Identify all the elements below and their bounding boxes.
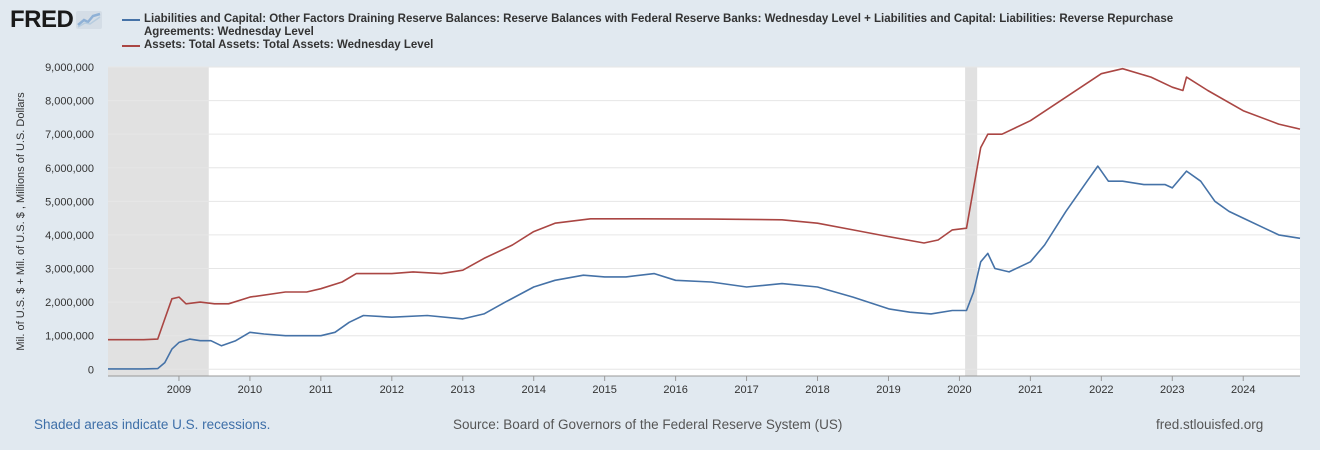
series-line-reserves — [108, 165, 1301, 370]
logo-text: FRED — [10, 6, 74, 33]
x-tick-label: 2009 — [167, 384, 191, 396]
source-note: Source: Board of Governors of the Federa… — [453, 417, 843, 432]
x-tick-label: 2021 — [1018, 384, 1042, 396]
legend-item-reserves[interactable]: Liabilities and Capital: Other Factors D… — [120, 13, 1240, 39]
x-tick-label: 2024 — [1231, 384, 1255, 396]
x-tick-label: 2017 — [734, 384, 758, 396]
y-tick-label: 6,000,000 — [45, 163, 94, 175]
legend-item-total-assets[interactable]: Assets: Total Assets: Total Assets: Wedn… — [120, 39, 1240, 52]
legend-swatch-reserves — [122, 19, 140, 21]
x-tick-label: 2016 — [663, 384, 687, 396]
y-tick-label: 9,000,000 — [45, 62, 94, 74]
legend-label-reserves: Liabilities and Capital: Other Factors D… — [144, 13, 1174, 38]
recession-band-1 — [965, 67, 978, 376]
x-tick-label: 2019 — [876, 384, 900, 396]
y-tick-label: 2,000,000 — [45, 297, 94, 309]
y-tick-label: 3,000,000 — [45, 264, 94, 276]
plot-background — [108, 67, 1300, 376]
x-tick-label: 2020 — [947, 384, 971, 396]
x-tick-label: 2012 — [380, 384, 404, 396]
x-tick-label: 2011 — [309, 384, 333, 396]
recession-band-0 — [108, 67, 209, 376]
x-tick-label: 2015 — [592, 384, 616, 396]
chart-line-icon — [76, 11, 103, 29]
y-tick-label: 8,000,000 — [45, 96, 94, 108]
x-tick-label: 2014 — [521, 384, 545, 396]
legend-label-total-assets: Assets: Total Assets: Total Assets: Wedn… — [144, 39, 434, 51]
x-tick-label: 2018 — [805, 384, 829, 396]
x-tick-label: 2023 — [1160, 384, 1184, 396]
fred-logo[interactable]: FRED — [10, 6, 103, 34]
chart-legend: Liabilities and Capital: Other Factors D… — [120, 13, 1240, 52]
x-tick-label: 2013 — [451, 384, 475, 396]
recession-note: Shaded areas indicate U.S. recessions. — [34, 417, 271, 432]
series-line-total-assets — [108, 67, 1301, 341]
chart-area: 0 1,000,000 2,000,000 3,000,000 4,000,000 5,0… — [15, 62, 1301, 396]
y-tick-label: 7,000,000 — [45, 129, 94, 141]
legend-swatch-total-assets — [122, 45, 140, 47]
y-tick-label: 1,000,000 — [45, 331, 94, 343]
y-tick-label: 5,000,000 — [45, 196, 94, 208]
site-link[interactable]: fred.stlouisfed.org — [1156, 417, 1264, 432]
line-chart: 0 1,000,000 2,000,000 3,000,000 4,000,000 5,0… — [15, 62, 1301, 396]
x-tick-label: 2022 — [1089, 384, 1113, 396]
y-tick-label: 0 — [88, 364, 94, 376]
y-axis-label: Mil. of U.S. $ + Mil. of U.S. $ , Millio… — [15, 92, 27, 351]
x-tick-label: 2010 — [238, 384, 262, 396]
y-tick-label: 4,000,000 — [45, 230, 94, 242]
